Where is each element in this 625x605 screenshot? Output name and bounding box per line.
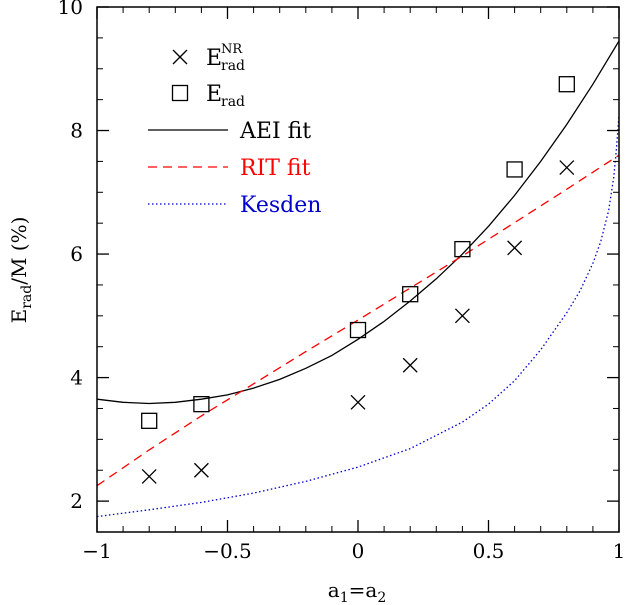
x-tick-label: 0.5 [473,539,505,563]
cross-stroke [193,462,209,478]
series-markers [141,76,575,484]
erad-point [141,412,158,429]
erad-point [402,286,419,303]
y-tick-label: 4 [70,366,83,390]
enr-point [350,394,366,410]
enr-point [559,160,575,176]
enr-point [507,240,523,256]
legend-aei-label: AEI fit [239,119,311,144]
enr-point [402,357,418,373]
x-tick-label: −0.5 [203,539,252,563]
y-tick-label: 8 [70,119,83,143]
kesden-fit-line [97,115,619,518]
y-axis-label: Erad/M (%) [7,217,35,324]
legend-enr-label: ENR rad [206,42,245,74]
x-tick-label: −1 [82,539,111,563]
cross-stroke [454,308,470,324]
erad-point [558,76,575,93]
erad-point [506,161,523,178]
legend-erad-marker [171,84,189,102]
cross-stroke [141,468,157,484]
legend: ENR rad Erad AEI fit RIT fit Kesden [148,42,321,218]
enr-point [193,462,209,478]
legend-enr-marker [172,49,188,65]
rit-fit-line [97,154,619,487]
cross-stroke [507,240,523,256]
erad-point [193,395,210,413]
legend-kesden-label: Kesden [240,193,321,218]
legend-rit-label: RIT fit [240,156,311,181]
cross-stroke [402,357,418,373]
axis-ticks: −1 −0.5 0 0.5 1 2 4 6 8 10 [58,0,625,563]
aei-fit-line [97,40,619,405]
erad-point [454,240,471,258]
series-lines [97,40,619,518]
enr-point [141,468,157,484]
cross-stroke [559,160,575,176]
y-tick-label: 10 [58,0,83,19]
x-tick-label: 1 [613,539,625,563]
x-tick-label: 0 [352,539,365,563]
cross-stroke [350,394,366,410]
legend-erad-label: Erad [206,82,245,110]
erad-point [349,321,367,339]
y-tick-label: 2 [70,489,83,513]
y-tick-label: 6 [70,242,83,266]
cross-stroke [172,49,188,65]
enr-point [454,308,470,324]
x-axis-label: a1=a2 [328,578,386,605]
